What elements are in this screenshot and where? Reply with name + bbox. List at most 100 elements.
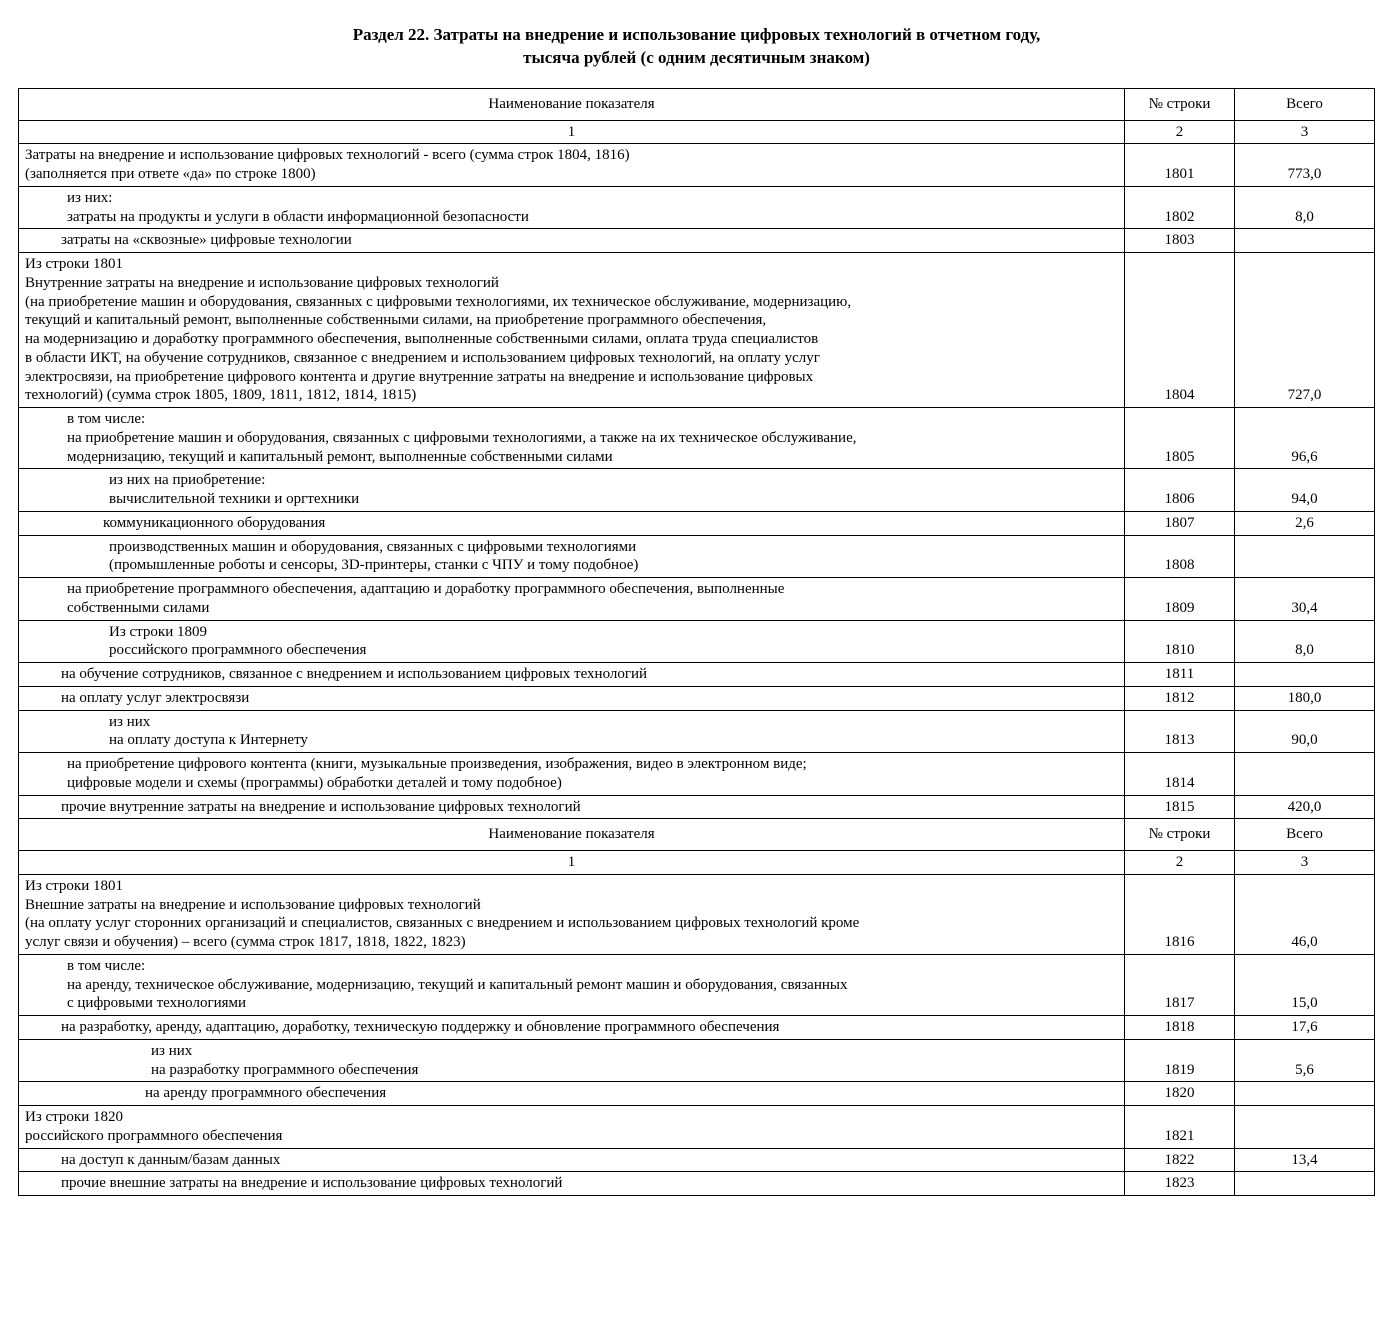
row-1820-line: 1820 [1125,1082,1235,1106]
colnum-row-2: 1 2 3 [19,851,1375,875]
row-1805-line: 1805 [1125,408,1235,469]
row-1802-text: из них: затраты на продукты и услуги в о… [19,186,1125,229]
row-1806-t: вычислительной техники и оргтехники [25,490,1118,509]
iz-nih2-label: из них [25,713,1118,732]
row-1821-t1: Из строки 1820 [25,1108,1118,1127]
row-1813-t: на оплату доступа к Интернету [25,731,1118,750]
row-1820-val [1235,1082,1375,1106]
row-1809: на приобретение программного обеспечения… [19,578,1375,621]
row-1813-line: 1813 [1125,710,1235,753]
row-1804-t7: электросвязи, на приобретение цифрового … [25,368,1118,387]
row-1816-t1: Из строки 1801 [25,877,1118,896]
row-1808-t1: производственных машин и оборудования, с… [25,538,1118,557]
row-1810-t1: Из строки 1809 [25,623,1118,642]
header-row-2: Наименование показателя № строки Всего [19,819,1375,851]
row-1811-line: 1811 [1125,663,1235,687]
row-1816-line: 1816 [1125,874,1235,954]
header-line: № строки [1125,88,1235,120]
costs-table: Наименование показателя № строки Всего 1… [18,88,1375,1196]
row-1807-val: 2,6 [1235,511,1375,535]
row-1804-val: 727,0 [1235,253,1375,408]
row-1818-val: 17,6 [1235,1016,1375,1040]
iz-nih-label: из них: [25,189,1118,208]
row-1813-text: из них на оплату доступа к Интернету [19,710,1125,753]
row-1822-line: 1822 [1125,1148,1235,1172]
row-1815: прочие внутренние затраты на внедрение и… [19,795,1375,819]
row-1819-t: на разработку программного обеспечения [25,1061,1118,1080]
row-1801-t1: Затраты на внедрение и использование циф… [25,147,630,163]
row-1805-t2: модернизацию, текущий и капитальный ремо… [25,448,1118,467]
row-1808-line: 1808 [1125,535,1235,578]
iz-nih-priobr-label: из них на приобретение: [25,471,1118,490]
row-1814-t1: на приобретение цифрового контента (книг… [25,755,1118,774]
row-1805-t1: на приобретение машин и оборудования, св… [25,429,1118,448]
row-1811: на обучение сотрудников, связанное с вне… [19,663,1375,687]
row-1823: прочие внешние затраты на внедрение и ис… [19,1172,1375,1196]
row-1817-t1: на аренду, техническое обслуживание, мод… [25,976,1118,995]
row-1804-t2: Внутренние затраты на внедрение и исполь… [25,274,1118,293]
row-1814-t2: цифровые модели и схемы (программы) обра… [25,774,1118,793]
row-1816-val: 46,0 [1235,874,1375,954]
row-1819-line: 1819 [1125,1039,1235,1082]
header2-total: Всего [1235,819,1375,851]
row-1823-line: 1823 [1125,1172,1235,1196]
row-1823-text: прочие внешние затраты на внедрение и ис… [19,1172,1125,1196]
row-1820: на аренду программного обеспечения 1820 [19,1082,1375,1106]
row-1809-line: 1809 [1125,578,1235,621]
row-1809-text: на приобретение программного обеспечения… [19,578,1125,621]
row-1821-line: 1821 [1125,1106,1235,1149]
row-1814-val [1235,753,1375,796]
row-1822-val: 13,4 [1235,1148,1375,1172]
row-1803-text: затраты на «сквозные» цифровые технологи… [19,229,1125,253]
header-row: Наименование показателя № строки Всего [19,88,1375,120]
row-1814-line: 1814 [1125,753,1235,796]
row-1808: производственных машин и оборудования, с… [19,535,1375,578]
row-1802-line: 1802 [1125,186,1235,229]
section-title: Раздел 22. Затраты на внедрение и исполь… [18,24,1375,70]
colnum-total: 3 [1235,120,1375,144]
row-1802-t: затраты на продукты и услуги в области и… [25,208,1118,227]
title-line1: Раздел 22. Затраты на внедрение и исполь… [353,25,1041,44]
colnum-row: 1 2 3 [19,120,1375,144]
row-1802: из них: затраты на продукты и услуги в о… [19,186,1375,229]
row-1804-t1: Из строки 1801 [25,255,1118,274]
row-1809-t1: на приобретение программного обеспечения… [25,580,1118,599]
row-1810-val: 8,0 [1235,620,1375,663]
row-1810-t2: российского программного обеспечения [25,641,1118,660]
iz-nih3-label: из них [25,1042,1118,1061]
colnum-line: 2 [1125,120,1235,144]
row-1817-text: в том числе: на аренду, техническое обсл… [19,954,1125,1015]
row-1811-text: на обучение сотрудников, связанное с вне… [19,663,1125,687]
row-1804-text: Из строки 1801 Внутренние затраты на вне… [19,253,1125,408]
row-1803-val [1235,229,1375,253]
row-1806-line: 1806 [1125,469,1235,512]
row-1805: в том числе: на приобретение машин и обо… [19,408,1375,469]
row-1815-line: 1815 [1125,795,1235,819]
colnum2-name: 1 [19,851,1125,875]
row-1818-text: на разработку, аренду, адаптацию, дорабо… [19,1016,1125,1040]
row-1804-t4: текущий и капитальный ремонт, выполненны… [25,311,1118,330]
row-1810: Из строки 1809 российского программного … [19,620,1375,663]
vtomchisle-label-2: в том числе: [25,957,1118,976]
row-1816-t3: (на оплату услуг сторонних организаций и… [25,914,1118,933]
row-1814: на приобретение цифрового контента (книг… [19,753,1375,796]
row-1812-line: 1812 [1125,686,1235,710]
row-1801-t2: (заполняется при ответе «да» по строке 1… [25,166,316,182]
row-1808-t2: (промышленные роботы и сенсоры, 3D-принт… [25,556,1118,575]
row-1816: Из строки 1801 Внешние затраты на внедре… [19,874,1375,954]
row-1801-text: Затраты на внедрение и использование циф… [19,144,1125,187]
header-name: Наименование показателя [19,88,1125,120]
row-1806: из них на приобретение: вычислительной т… [19,469,1375,512]
row-1809-t2: собственными силами [25,599,1118,618]
colnum-name: 1 [19,120,1125,144]
row-1821-t2: российского программного обеспечения [25,1127,1118,1146]
row-1814-text: на приобретение цифрового контента (книг… [19,753,1125,796]
row-1823-val [1235,1172,1375,1196]
row-1806-text: из них на приобретение: вычислительной т… [19,469,1125,512]
row-1822: на доступ к данным/базам данных 1822 13,… [19,1148,1375,1172]
row-1812-val: 180,0 [1235,686,1375,710]
row-1807: коммуникационного оборудования 1807 2,6 [19,511,1375,535]
row-1812-text: на оплату услуг электросвязи [19,686,1125,710]
row-1806-val: 94,0 [1235,469,1375,512]
row-1810-text: Из строки 1809 российского программного … [19,620,1125,663]
